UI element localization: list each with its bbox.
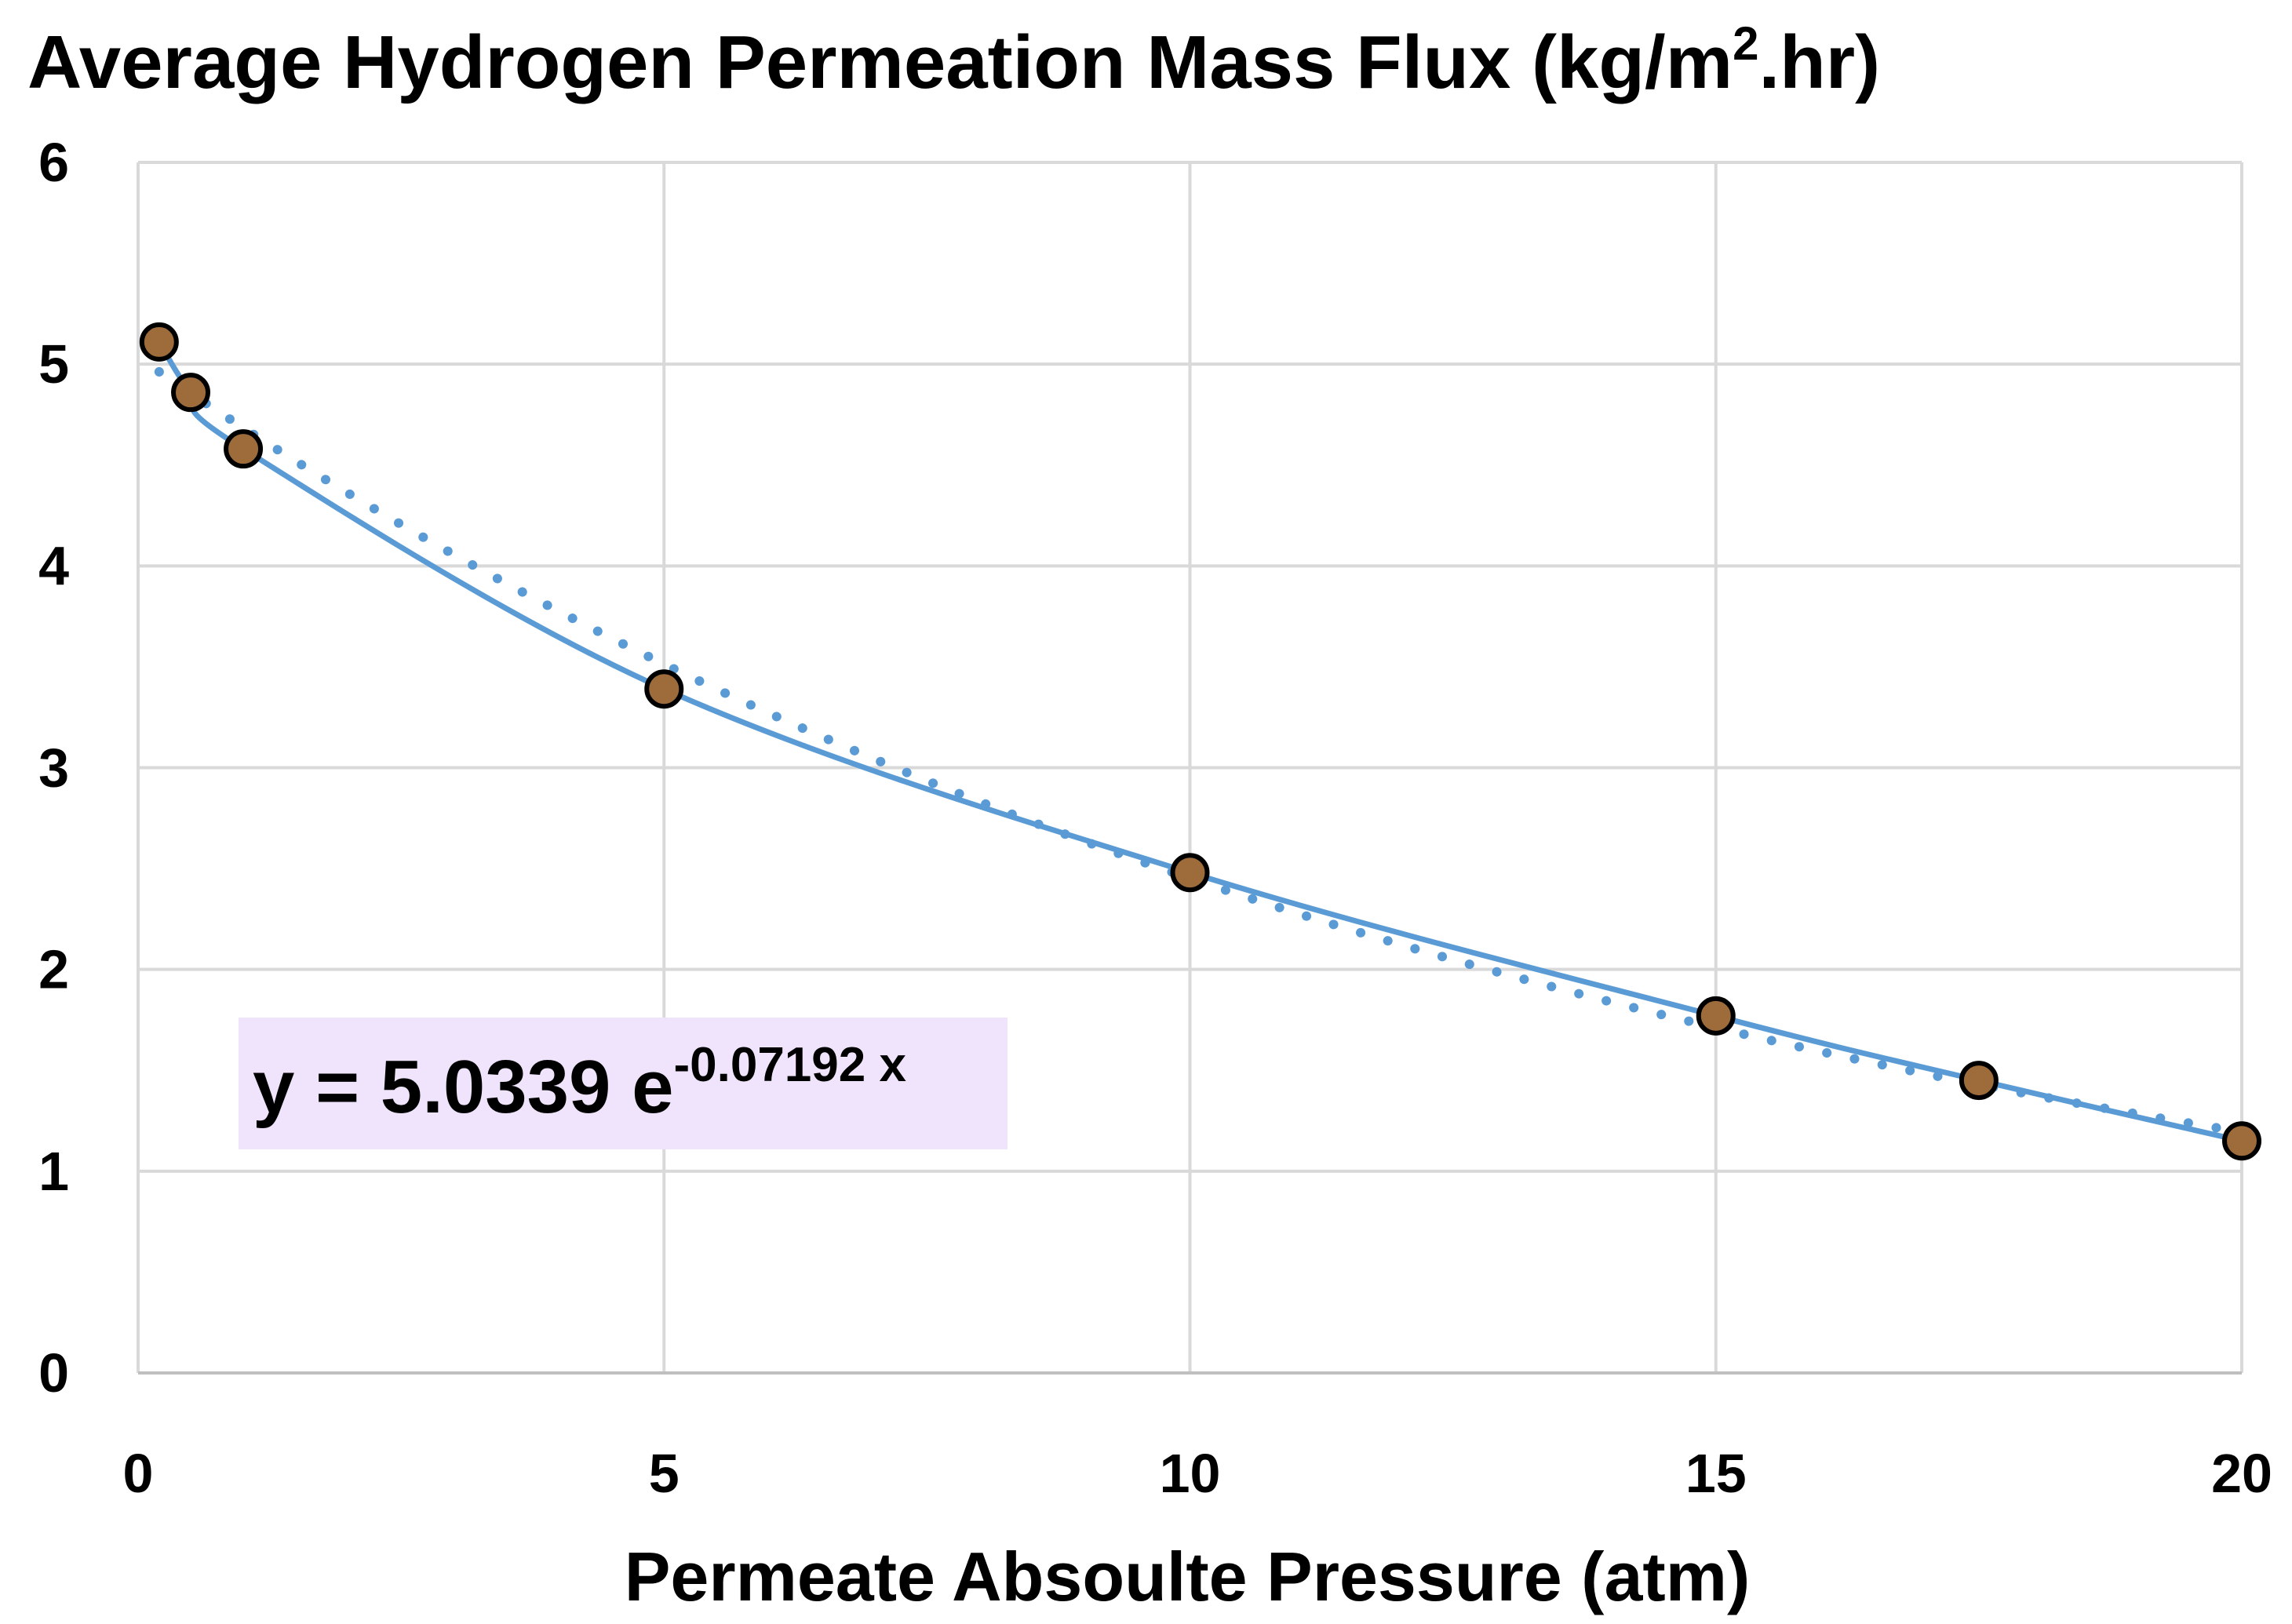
y-tick-label: 1 — [38, 1141, 69, 1202]
y-tick-label: 5 — [38, 333, 69, 395]
data-point — [1959, 1061, 1999, 1101]
y-tick-label: 2 — [38, 939, 69, 1000]
tick-labels: 0 1 2 3 4 5 6 0 5 10 15 20 — [38, 132, 2272, 1504]
data-point — [139, 322, 179, 362]
gridlines — [137, 161, 2243, 1373]
data-point — [2222, 1121, 2261, 1161]
y-tick-label: 0 — [38, 1342, 69, 1404]
equation-exponent: -0.07192 x — [673, 1038, 906, 1092]
data-point — [224, 429, 264, 469]
chart-title: Average Hydrogen Permeation Mass Flux (k… — [27, 17, 1880, 104]
x-tick-label: 15 — [1685, 1443, 1747, 1504]
series — [139, 322, 2261, 1161]
data-point — [1170, 853, 1210, 893]
y-tick-label: 6 — [38, 132, 69, 193]
x-tick-label: 10 — [1160, 1443, 1221, 1504]
x-tick-label: 20 — [2211, 1443, 2272, 1504]
y-tick-label: 4 — [38, 535, 69, 596]
y-tick-label: 3 — [38, 737, 69, 799]
equation-box — [239, 1018, 1008, 1149]
x-tick-label: 0 — [123, 1443, 154, 1504]
equation-label: y = 5.0339 e-0.07192 x — [253, 1038, 906, 1129]
x-tick-label: 5 — [649, 1443, 680, 1504]
data-point — [1696, 996, 1736, 1036]
data-point — [644, 669, 684, 709]
data-point — [171, 373, 211, 413]
x-axis-label: Permeate Absoulte Pressure (atm) — [625, 1538, 1751, 1615]
